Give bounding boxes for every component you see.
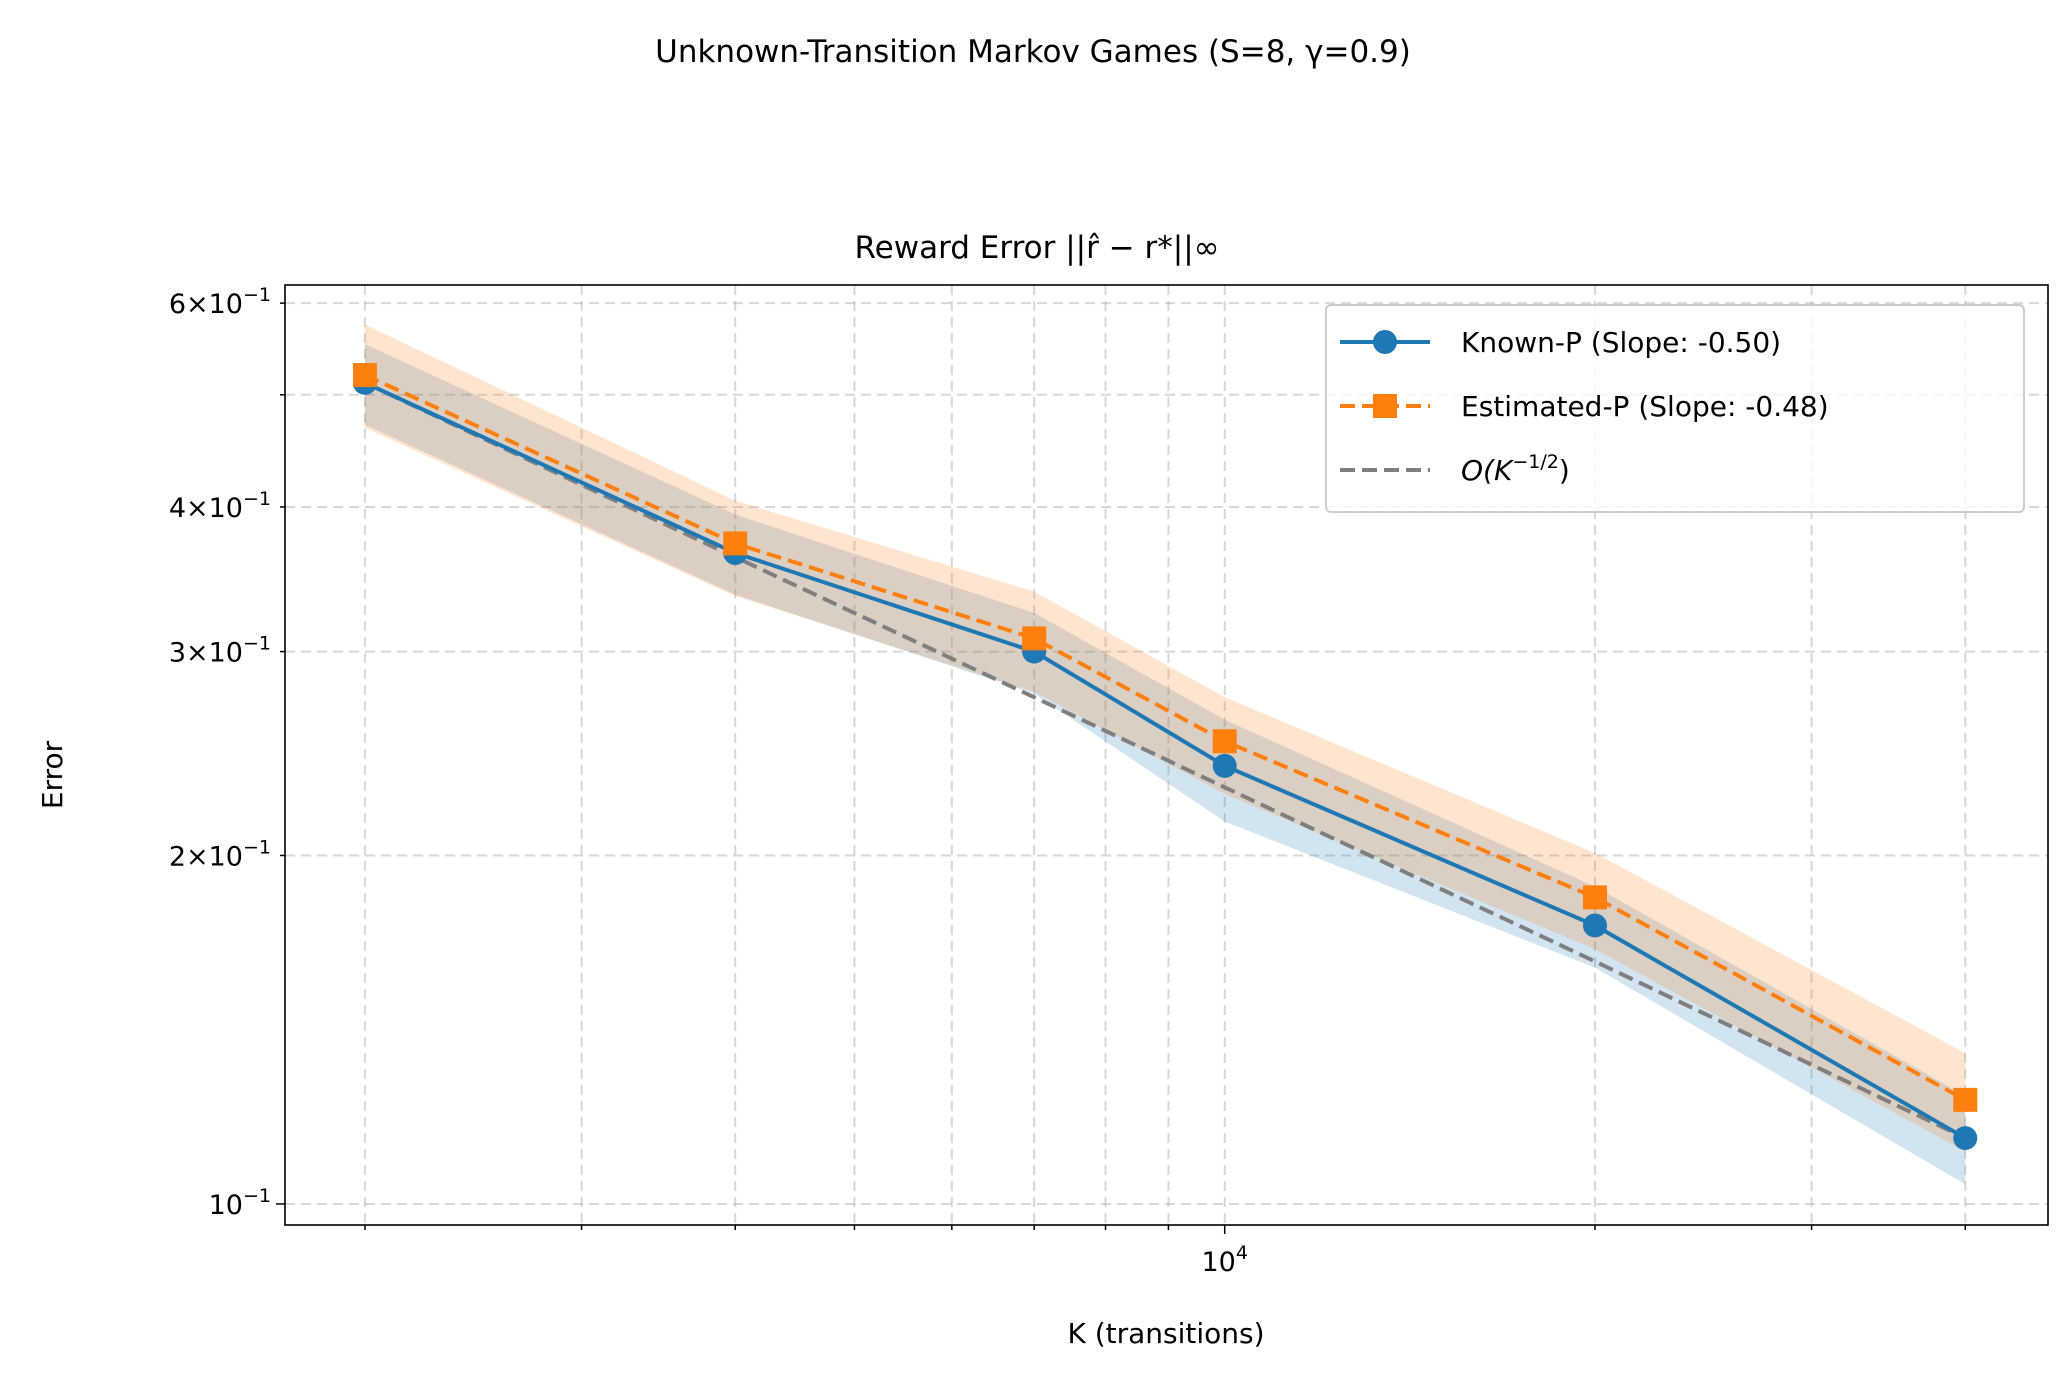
y-axis-label: Error xyxy=(36,740,69,809)
figure-title: Unknown-Transition Markov Games (S=8, γ=… xyxy=(655,34,1411,70)
grid xyxy=(285,285,2048,1225)
data-point xyxy=(723,531,748,556)
data-point xyxy=(352,363,377,388)
data-point xyxy=(1212,729,1237,754)
data-point xyxy=(1212,753,1237,778)
legend-label: Estimated-P (Slope: -0.48) xyxy=(1461,390,1829,423)
data-point xyxy=(1582,885,1607,910)
y-tick-label: 3×10−1 xyxy=(169,633,271,669)
legend-label: Known-P (Slope: -0.50) xyxy=(1461,326,1781,359)
confidence-band xyxy=(364,344,1966,1185)
y-tick-label: 10−1 xyxy=(209,1185,271,1221)
series-line xyxy=(364,373,1967,1102)
legend-box xyxy=(1325,304,2025,513)
confidence-bands xyxy=(364,324,1966,1185)
data-point xyxy=(1582,913,1607,938)
series-lines xyxy=(352,363,1978,1151)
axes-frame xyxy=(284,284,2049,1226)
series-line xyxy=(364,381,1967,1140)
ticks: 104 6×10−1 4×10−1 3×10−1 2×10−1 10−1 xyxy=(169,284,1967,1278)
legend: Known-P (Slope: -0.50) Estimated-P (Slope… xyxy=(1325,304,2025,513)
legend-marker xyxy=(1373,394,1397,418)
y-tick-label: 6×10−1 xyxy=(169,284,271,320)
x-tick-label: 104 xyxy=(1201,1242,1247,1278)
data-point xyxy=(1953,1087,1978,1112)
data-point xyxy=(1953,1126,1978,1151)
y-tick-label: 2×10−1 xyxy=(169,836,271,872)
y-tick-label: 4×10−1 xyxy=(169,488,271,524)
axes-title: Reward Error ||r̂ − r*||∞ xyxy=(855,230,1220,266)
data-point xyxy=(1022,626,1047,651)
confidence-band xyxy=(364,324,1966,1152)
legend-label: O(K−1/2) xyxy=(1461,451,1570,487)
x-axis-label: K (transitions) xyxy=(1067,1317,1264,1350)
series-line xyxy=(364,381,1967,1140)
legend-marker xyxy=(1373,330,1397,354)
